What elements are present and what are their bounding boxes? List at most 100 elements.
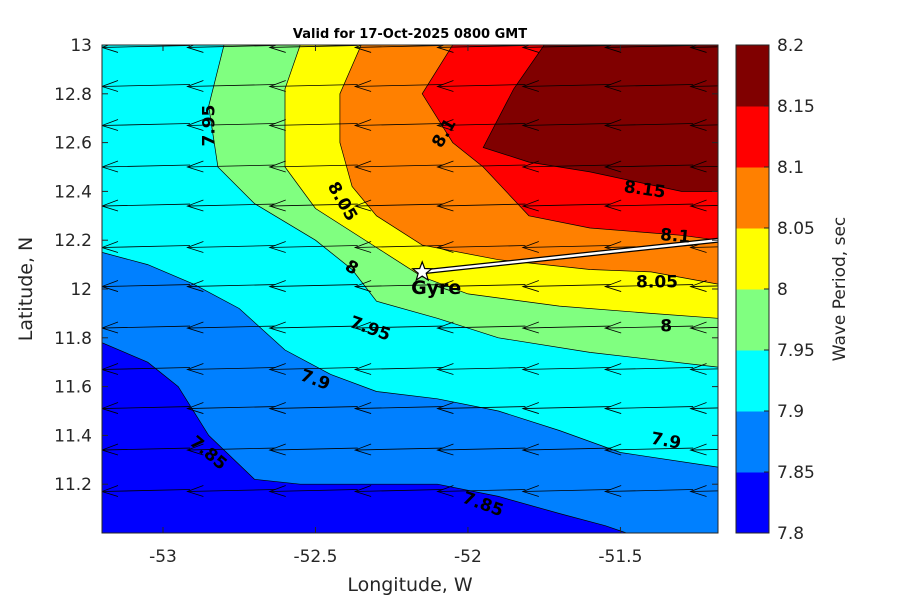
- direction-arrow-head: [689, 119, 707, 131]
- direction-arrow-shaft: [269, 164, 358, 168]
- contour-line: [421, 45, 718, 241]
- direction-arrow-head: [689, 80, 707, 92]
- direction-arrow-shaft: [522, 45, 611, 48]
- direction-arrow-head: [521, 160, 539, 173]
- direction-arrow-shaft: [269, 284, 358, 287]
- colorbar-swatch: [736, 167, 769, 229]
- direction-arrow-head: [603, 80, 622, 92]
- direction-arrow-shaft: [522, 164, 611, 168]
- direction-arrow-shaft: [437, 123, 526, 126]
- direction-arrow-head: [186, 160, 204, 173]
- direction-arrow-head: [436, 80, 454, 92]
- y-tick-label: 12.2: [54, 231, 92, 251]
- direction-arrow-shaft: [187, 284, 276, 287]
- direction-arrow-head: [436, 363, 454, 375]
- direction-arrow-head: [689, 443, 707, 456]
- plot-area: Gyre 7.958.058.18.158.188.057.95 87.97.97…: [102, 45, 718, 533]
- direction-arrow-shaft: [102, 164, 191, 168]
- direction-arrow-shaft: [605, 84, 694, 87]
- direction-arrow-shaft: [355, 45, 444, 48]
- direction-arrow-shaft: [690, 46, 718, 48]
- y-tick-label: 11.8: [54, 329, 92, 349]
- direction-arrow-shaft: [690, 85, 718, 87]
- direction-arrow-head: [603, 199, 622, 212]
- direction-arrow-head: [268, 485, 286, 497]
- direction-arrow-shaft: [269, 489, 358, 492]
- y-tick-label: 12.6: [54, 134, 92, 154]
- direction-arrow-head: [603, 280, 622, 292]
- direction-arrow-shaft: [437, 164, 526, 168]
- direction-arrow-head: [102, 443, 119, 456]
- direction-arrow-head: [102, 402, 119, 414]
- direction-arrow-shaft: [690, 327, 718, 329]
- direction-arrow-shaft: [690, 449, 718, 451]
- direction-arrow-head: [689, 321, 707, 334]
- direction-arrow-shaft: [690, 205, 718, 207]
- direction-arrow-head: [689, 45, 707, 53]
- direction-arrow-head: [521, 402, 539, 414]
- colorbar-swatch: [736, 411, 769, 473]
- direction-arrow-head: [268, 280, 286, 292]
- direction-arrow-head: [268, 160, 286, 173]
- direction-arrow-shaft: [187, 325, 276, 329]
- direction-arrow-head: [268, 199, 286, 212]
- direction-arrow-shaft: [187, 406, 276, 409]
- direction-arrow-head: [186, 321, 204, 334]
- direction-arrow-shaft: [102, 84, 191, 87]
- direction-arrow-shaft: [690, 246, 718, 248]
- y-tick-label: 11.6: [54, 378, 92, 398]
- contour-label: 8.1: [659, 225, 691, 248]
- direction-arrow-head: [186, 80, 204, 92]
- direction-arrow-shaft: [355, 203, 444, 207]
- y-tick-label: 12.8: [54, 85, 92, 105]
- direction-arrow-shaft: [269, 45, 358, 48]
- colorbar-swatch: [736, 350, 769, 412]
- colorbar-label: Wave Period, sec: [830, 217, 850, 362]
- direction-arrow-head: [186, 402, 204, 414]
- direction-arrow-head: [102, 119, 119, 131]
- y-tick-label: 11.4: [54, 426, 92, 446]
- direction-arrow-shaft: [437, 447, 526, 451]
- direction-arrow-shaft: [187, 489, 276, 492]
- direction-arrow-head: [521, 80, 539, 92]
- direction-arrow-head: [521, 363, 539, 375]
- y-tick-label: 11.2: [54, 475, 92, 495]
- direction-arrow-head: [689, 402, 707, 414]
- colorbar-swatch: [736, 228, 769, 290]
- direction-arrow-head: [603, 160, 622, 173]
- track-layer: Gyre: [411, 237, 718, 299]
- direction-arrow-shaft: [690, 490, 718, 492]
- direction-arrow-shaft: [269, 325, 358, 329]
- direction-arrow-head: [186, 45, 204, 53]
- contour-label: 8.05: [636, 273, 678, 293]
- direction-arrow-shaft: [437, 367, 526, 370]
- direction-arrow-shaft: [437, 45, 526, 48]
- direction-arrow-head: [186, 119, 204, 131]
- direction-arrow-shaft: [355, 447, 444, 451]
- direction-arrow-head: [436, 280, 454, 292]
- x-tick-label: -51.5: [598, 547, 642, 567]
- direction-arrow-shaft: [522, 203, 611, 207]
- direction-arrow-shaft: [690, 407, 718, 409]
- direction-arrow-head: [353, 485, 372, 497]
- direction-arrow-head: [186, 443, 204, 456]
- direction-arrow-shaft: [102, 489, 191, 492]
- direction-arrow-shaft: [355, 123, 444, 126]
- direction-arrow-shaft: [605, 123, 694, 126]
- direction-arrow-head: [186, 363, 204, 375]
- direction-arrow-head: [603, 119, 622, 131]
- marker-label: Gyre: [411, 277, 461, 299]
- direction-arrow-head: [436, 45, 454, 53]
- direction-arrow-head: [353, 80, 372, 92]
- direction-arrow-head: [689, 199, 707, 212]
- direction-arrow-shaft: [355, 325, 444, 329]
- direction-arrow-head: [436, 160, 454, 173]
- direction-arrow-head: [102, 485, 119, 497]
- x-tick-label: -52.5: [293, 547, 337, 567]
- chart-title: Valid for 17-Oct-2025 0800 GMT: [293, 27, 527, 42]
- direction-arrow-head: [186, 280, 204, 292]
- contour-label: 7.95: [200, 105, 220, 147]
- direction-arrow-shaft: [187, 447, 276, 451]
- direction-arrow-shaft: [102, 406, 191, 409]
- direction-arrow-head: [353, 402, 372, 414]
